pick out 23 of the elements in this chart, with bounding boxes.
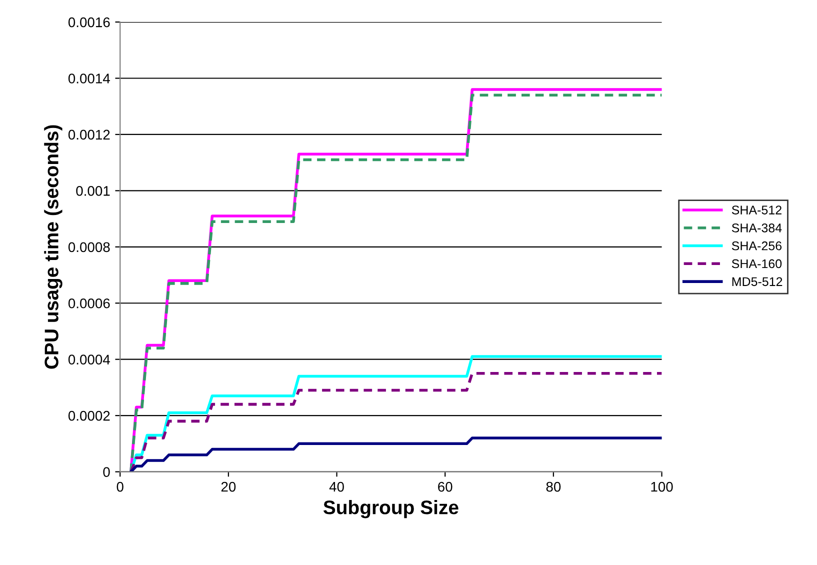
y-axis-title: CPU usage time (seconds) <box>44 125 62 369</box>
y-tick-label: 0.0016 <box>68 17 110 28</box>
x-tick-label: 60 <box>438 482 452 492</box>
y-tick-label: 0 <box>103 467 110 477</box>
x-tick-label: 20 <box>221 482 236 492</box>
x-tick-label: 100 <box>651 482 673 492</box>
y-tick-label: 0.0012 <box>68 130 110 140</box>
x-tick-label: 40 <box>329 482 344 492</box>
x-tick-label: 80 <box>546 482 561 492</box>
legend-label: SHA-384 <box>732 224 782 232</box>
legend-label: SHA-160 <box>732 259 782 268</box>
y-tick-label: 0.001 <box>76 186 110 196</box>
legend-label: SHA-512 <box>732 206 782 214</box>
y-tick-label: 0.0008 <box>68 242 110 252</box>
y-tick-label: 0.0014 <box>68 74 110 84</box>
y-tick-label: 0.0004 <box>68 354 110 365</box>
x-tick-label: 0 <box>116 482 124 492</box>
legend-label: MD5-512 <box>732 277 782 286</box>
legend-label: SHA-256 <box>732 241 782 250</box>
y-tick-label: 0.0006 <box>68 298 110 308</box>
x-axis-title: Subgroup Size <box>323 500 458 518</box>
y-tick-label: 0.0002 <box>68 410 110 421</box>
line-series <box>130 436 662 472</box>
